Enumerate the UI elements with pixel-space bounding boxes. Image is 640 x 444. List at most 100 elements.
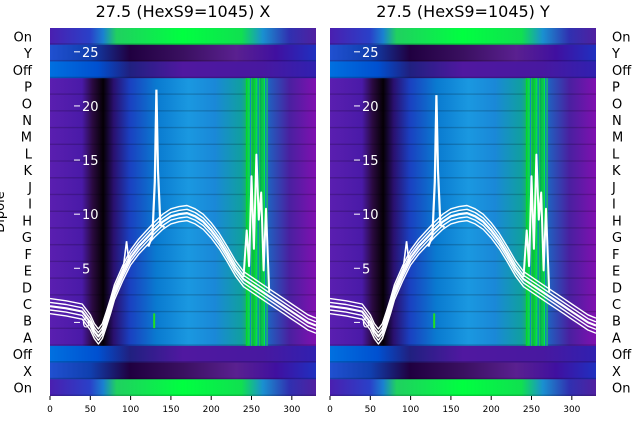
row-label-right: O [612,97,622,112]
row-label-right: E [612,265,620,280]
row-label-left: H [22,214,32,229]
spike-stripe [260,78,262,346]
heatmap-band-edge [50,143,316,146]
heatmap-band-edge [330,210,596,212]
row-label-left: M [21,131,32,146]
row-label-left: Y [23,47,32,62]
spike-stripe [540,78,542,346]
spike-stripe [536,78,538,346]
heatmap-band-edge [330,143,596,146]
heatmap-band-21 [50,362,316,380]
row-b-marker [433,313,436,329]
spike-stripe [247,78,249,346]
row-label-right: C [612,298,621,313]
heatmap-band-edge [330,310,596,313]
spike-stripe [542,78,544,346]
row-label-left: D [22,281,32,296]
figure-ylabel: Dipole [0,191,8,232]
row-label-right: Off [612,64,632,79]
x-tick-label: 250 [523,405,540,415]
heatmap-band-edge [50,43,316,45]
heatmap-band-edge [50,277,316,279]
row-label-right: Y [611,47,620,62]
heatmap-band-edge [330,59,596,62]
heatmap-band-edge [330,76,596,79]
trace-jitter [522,153,551,293]
spike-stripe [248,78,250,346]
trace-line [50,220,316,345]
heatmap-band-edge [50,294,316,296]
spike-stripe [527,78,529,346]
heatmap-band-1 [330,28,596,46]
x-tick-label: 50 [365,405,377,415]
row-label-left: Off [13,348,33,363]
row-label-left: B [23,315,32,330]
row-label-left: O [22,97,32,112]
spike-stripe [528,78,530,346]
heatmap-band-edge [330,126,596,129]
y-tick-label: 5 [362,262,370,277]
x-tick-label: 200 [203,405,220,415]
heatmap-band-edge [330,294,596,296]
heatmap-band-edge [50,327,316,330]
y-tick-label: 15 [82,154,99,169]
row-label-right: N [612,114,622,129]
x-tick-label: 0 [47,405,53,415]
heatmap-band-7 [330,128,596,146]
row-label-right: H [612,214,622,229]
heatmap-band-edge [50,394,316,396]
x-tick-label: 150 [442,405,459,415]
trace-group-1 [50,89,316,345]
heatmap-band-edge [50,361,316,363]
x-tick-label: 250 [243,405,260,415]
heatmap-band-edge [50,210,316,212]
row-label-left: L [25,147,33,162]
trace-line [330,220,596,345]
row-label-right: Off [612,348,632,363]
heatmap-band-edge [330,260,596,263]
trace-line [50,212,316,338]
heatmap-band-14 [330,245,596,263]
heatmap-band-edge [50,110,316,112]
heatmap-band-1 [50,28,316,46]
trace-line [50,216,316,341]
row-label-right: B [612,315,621,330]
row-label-left: F [25,248,32,263]
y-tick-label: 5 [82,262,90,277]
x-tick-label: 200 [483,405,500,415]
heatmap-band-edge [50,260,316,263]
row-label-right: X [612,365,621,380]
row-label-right: M [612,131,623,146]
x-tick-label: 0 [327,405,333,415]
x-tick-label: 150 [162,405,179,415]
heatmap-band-20 [50,345,316,364]
row-label-right: P [612,81,620,96]
row-label-right: On [612,382,630,397]
heatmap-band-14 [50,245,316,263]
heatmap-band-edge [50,59,316,62]
heatmap-band-edge [330,344,596,346]
spike-stripe [256,78,258,346]
heatmap-band-4 [330,78,596,96]
x-tick-label: 100 [402,405,419,415]
row-label-left: On [14,382,32,397]
row-label-right: I [612,198,616,213]
heatmap-band-edge [330,361,596,363]
trace-bump [401,241,410,274]
y-tick-label: 0 [362,316,370,331]
heatmap-band-edge [50,227,316,229]
row-label-left: Off [13,64,33,79]
heatmap-band-10 [50,178,316,196]
row-label-left: G [22,231,32,246]
y-tick-label: 10 [82,208,99,223]
row-label-right: A [612,331,621,346]
row-label-left: X [23,365,32,380]
heatmap-band-13 [50,228,316,247]
spike-stripe [263,78,266,346]
spike-stripe [251,78,253,346]
heatmap-band-edge [330,43,596,45]
heatmap-band-7 [50,128,316,146]
trace-group-2 [330,95,596,345]
trace-line [330,212,596,338]
x-tick-label: 300 [283,405,300,415]
